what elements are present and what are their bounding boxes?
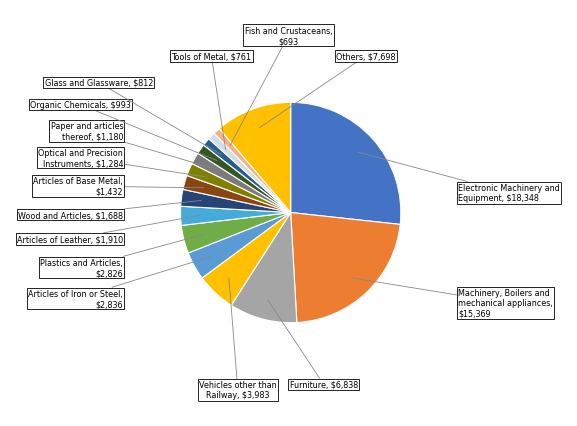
Wedge shape [231,213,297,323]
Text: Articles of Leather, $1,910: Articles of Leather, $1,910 [17,216,200,244]
Wedge shape [219,103,291,213]
Wedge shape [183,176,291,213]
Text: Plastics and Articles,
$2,826: Plastics and Articles, $2,826 [40,235,203,278]
Wedge shape [181,207,291,226]
Text: Articles of Iron or Steel,
$2,836: Articles of Iron or Steel, $2,836 [28,257,212,308]
Text: Furniture, $6,838: Furniture, $6,838 [268,300,358,389]
Wedge shape [181,190,291,213]
Text: Wood and Articles, $1,688: Wood and Articles, $1,688 [18,201,201,220]
Wedge shape [198,146,291,213]
Wedge shape [187,164,291,213]
Text: Paper and articles
thereof, $1,180: Paper and articles thereof, $1,180 [51,122,212,169]
Text: Glass and Glassware, $812: Glass and Glassware, $812 [44,79,222,155]
Text: Tools of Metal, $761: Tools of Metal, $761 [171,52,252,150]
Wedge shape [181,213,291,253]
Wedge shape [204,139,291,213]
Wedge shape [192,154,291,213]
Text: Fish and Crustaceans,
$693: Fish and Crustaceans, $693 [230,26,332,146]
Text: Optical and Precision
Instruments, $1,284: Optical and Precision Instruments, $1,28… [39,148,208,178]
Wedge shape [291,103,401,225]
Text: Vehicles other than
Railway, $3,983: Vehicles other than Railway, $3,983 [199,279,276,400]
Wedge shape [291,213,400,323]
Text: Electronic Machinery and
Equipment, $18,348: Electronic Machinery and Equipment, $18,… [358,153,560,203]
Text: Others, $7,698: Others, $7,698 [260,52,395,128]
Wedge shape [202,213,291,305]
Wedge shape [188,213,291,278]
Text: Machinery, Boilers and
mechanical appliances,
$15,369: Machinery, Boilers and mechanical applia… [353,279,553,318]
Wedge shape [209,134,291,213]
Text: Articles of Base Metal,
$1,432: Articles of Base Metal, $1,432 [33,177,204,196]
Text: Organic Chemicals, $993: Organic Chemicals, $993 [30,101,217,161]
Wedge shape [214,129,291,213]
